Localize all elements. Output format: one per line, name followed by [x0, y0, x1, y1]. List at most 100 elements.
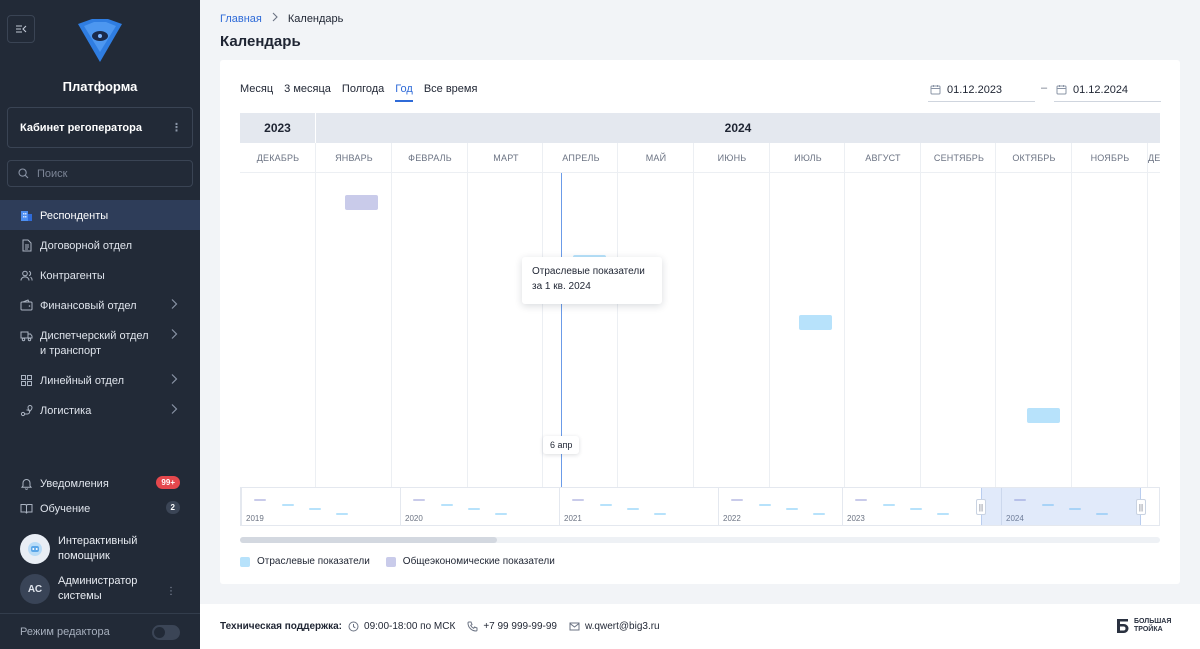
sidebar-item-contracts[interactable]: Договорной отдел	[0, 230, 200, 260]
minimap-year-label: 2023	[847, 514, 865, 523]
sidebar-item-counterparties[interactable]: Контрагенты	[0, 260, 200, 290]
breadcrumb-home-link[interactable]: Главная	[220, 12, 262, 25]
sidebar-item-respondents[interactable]: Респонденты	[0, 200, 200, 230]
minimap-year: 2024	[1001, 488, 1159, 525]
wallet-icon	[20, 299, 33, 311]
page-title: Календарь	[220, 33, 301, 50]
date-from-field	[928, 78, 1035, 102]
today-marker	[561, 173, 562, 487]
calendar-icon[interactable]	[930, 84, 941, 95]
tab-year[interactable]: Год	[395, 83, 413, 102]
month-label: ДЕ	[1148, 153, 1160, 163]
minimap-year: 2020	[400, 488, 559, 525]
tab-half-year[interactable]: Полгода	[341, 83, 385, 95]
minimap-year-label: 2022	[723, 514, 741, 523]
event-tooltip: Отраслевые показатели за 1 кв. 2024	[522, 257, 662, 304]
timeline-scrollbar[interactable]	[240, 537, 1160, 543]
support-hours: 09:00-18:00 по МСК	[348, 621, 455, 632]
avatar: АС	[20, 574, 50, 604]
notifications-badge: 99+	[156, 476, 180, 489]
phone-icon	[467, 621, 478, 632]
notifications-label: Уведомления	[40, 477, 109, 490]
platform-logo-icon	[78, 19, 122, 62]
sidebar-item-label: Логистика	[40, 405, 92, 417]
support-email[interactable]: w.qwert@big3.ru	[569, 621, 660, 632]
calendar-card: Месяц 3 месяца Полгода Год Все время – 2…	[220, 60, 1180, 584]
assistant-link[interactable]: Интерактивный помощник	[20, 534, 158, 564]
platform-title: Платформа	[62, 79, 138, 94]
mail-icon	[569, 622, 580, 631]
more-vertical-icon[interactable]: ⋮	[171, 122, 182, 134]
timeline-minimap[interactable]: 2019 2020 2021 2022 2023	[240, 487, 1160, 526]
sidebar-item-label: Респонденты	[40, 210, 109, 222]
collapse-sidebar-button[interactable]	[7, 15, 35, 43]
brand-line1: БОЛЬШАЯ	[1134, 618, 1172, 625]
breadcrumb-current: Календарь	[287, 12, 344, 25]
legend-label: Отраслевые показатели	[257, 556, 370, 567]
learning-badge: 2	[165, 501, 180, 514]
period-tabs: Месяц 3 месяца Полгода Год Все время	[240, 83, 488, 102]
date-from-input[interactable]	[947, 83, 1027, 96]
year-header: 2023 2024	[240, 113, 1160, 143]
editor-mode-label: Режим редактора	[20, 625, 110, 638]
support-email-text: w.qwert@big3.ru	[584, 621, 660, 632]
more-vertical-icon[interactable]: ⋮	[166, 586, 176, 597]
tooltip-period: за 1 кв. 2024	[532, 281, 591, 292]
building-icon	[21, 211, 32, 221]
event-bar-industry[interactable]	[799, 315, 832, 330]
legend-item-industry: Отраслевые показатели	[240, 556, 370, 567]
learning-link[interactable]: Обучение 2	[0, 496, 200, 521]
month-label: ИЮНЬ	[717, 153, 747, 163]
chevron-right-icon	[171, 404, 178, 414]
search-input[interactable]	[37, 167, 177, 180]
support-lead: Техническая поддержка:	[220, 621, 343, 632]
month-label: АВГУСТ	[865, 153, 901, 163]
sidebar-item-finance[interactable]: Финансовый отдел	[0, 290, 200, 320]
notifications-link[interactable]: Уведомления 99+	[0, 471, 200, 496]
truck-icon	[20, 331, 33, 342]
brand-logo: БОЛЬШАЯ ТРОЙКА	[1116, 618, 1182, 634]
chevron-right-icon	[171, 329, 178, 339]
sidebar: Платформа Кабинет регоператора ⋮ Респонд…	[0, 0, 200, 649]
tab-all-time[interactable]: Все время	[423, 83, 478, 95]
today-label: 6 апр	[543, 436, 580, 454]
footer: Техническая поддержка: 09:00-18:00 по МС…	[200, 604, 1200, 649]
tab-month[interactable]: Месяц	[240, 83, 274, 95]
event-bar-economy[interactable]	[345, 195, 378, 210]
legend-item-economy: Общеэкономические показатели	[385, 556, 555, 567]
assistant-label: Интерактивный помощник	[58, 535, 138, 562]
month-label: ФЕВРАЛЬ	[408, 153, 452, 163]
chevron-right-icon	[171, 374, 178, 384]
sidebar-item-line-dept[interactable]: Линейный отдел	[0, 365, 200, 395]
month-label: ОКТЯБРЬ	[1012, 153, 1056, 163]
editor-mode-toggle[interactable]	[152, 625, 180, 640]
month-header: ДЕКАБРЬ ЯНВАРЬ ФЕВРАЛЬ МАРТ АПРЕЛЬ МАЙ И…	[240, 143, 1160, 173]
admin-profile[interactable]: АС Администратор системы	[20, 574, 158, 604]
support-phone[interactable]: +7 99 999-99-99	[467, 621, 557, 632]
event-bar-industry[interactable]	[1027, 408, 1060, 423]
tab-3-months[interactable]: 3 месяца	[284, 83, 331, 95]
tooltip-title: Отраслевые показатели	[532, 266, 645, 277]
month-label: ИЮЛЬ	[794, 153, 822, 163]
chevron-right-icon	[171, 299, 178, 309]
sidebar-item-dispatch[interactable]: Диспетчерский отдел и транспорт	[0, 320, 200, 365]
scrollbar-thumb[interactable]	[240, 537, 497, 543]
legend-swatch	[240, 556, 250, 567]
bell-icon	[20, 479, 33, 490]
assistant-avatar	[20, 534, 50, 564]
editor-mode-row: Режим редактора	[0, 613, 200, 649]
clock-icon	[348, 621, 359, 632]
minimap-right-handle[interactable]: ||	[1136, 499, 1146, 515]
sidebar-item-logistics[interactable]: Логистика	[0, 395, 200, 425]
minimap-left-handle[interactable]: ||	[976, 499, 986, 515]
minimap-selection-window[interactable]	[981, 488, 1141, 525]
date-to-input[interactable]	[1073, 83, 1153, 96]
month-label: МАЙ	[645, 153, 667, 163]
month-label: ЯНВАРЬ	[335, 153, 373, 163]
cabinet-selector[interactable]: Кабинет регоператора ⋮	[7, 107, 193, 148]
brand-line2: ТРОЙКА	[1134, 626, 1163, 633]
book-icon	[20, 504, 33, 514]
calendar-icon[interactable]	[1056, 84, 1067, 95]
sidebar-search	[7, 160, 193, 187]
minimap-year: 2022	[718, 488, 842, 525]
